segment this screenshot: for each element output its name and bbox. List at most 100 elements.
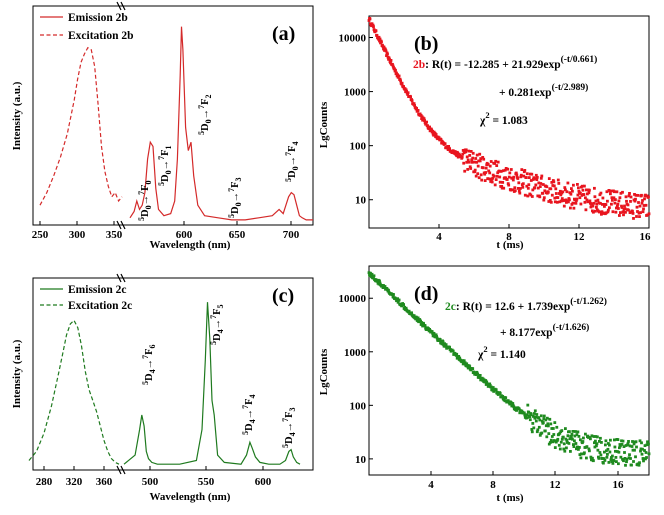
- decay-point: [516, 177, 520, 180]
- ann-base: D: [212, 333, 223, 341]
- decay-point: [593, 195, 597, 199]
- decay-point: [564, 188, 567, 192]
- legend-emission-2c-label: Emission 2c: [68, 284, 126, 296]
- decay-point: [382, 45, 386, 49]
- decay-point: [628, 453, 631, 457]
- decay-point: [646, 440, 649, 444]
- decay-point: [609, 458, 613, 462]
- panel-d-fit-equation-2: + 8.177exp(-t/1.626): [500, 322, 589, 339]
- decay-point: [455, 154, 459, 158]
- decay-point: [548, 441, 552, 444]
- decay-point: [425, 120, 428, 124]
- decay-point: [596, 198, 600, 202]
- decay-point: [550, 181, 554, 184]
- decay-point: [389, 59, 393, 62]
- decay-point: [639, 211, 642, 214]
- decay-point: [544, 418, 548, 422]
- decay-point: [629, 457, 632, 460]
- decay-point: [616, 202, 620, 206]
- decay-point: [576, 430, 580, 434]
- panel-b-fit-equation: 2b: R(t) = -12.285 + 21.929exp(-t/0.661): [413, 54, 597, 71]
- decay-point: [527, 411, 531, 414]
- ann-sub: 6: [148, 344, 157, 348]
- decay-point: [495, 174, 499, 178]
- decay-point: [568, 198, 571, 202]
- decay-point: [448, 346, 451, 349]
- decay-point: [453, 150, 457, 153]
- decay-point: [542, 196, 546, 200]
- decay-point: [370, 22, 374, 26]
- decay-point: [590, 434, 594, 438]
- decay-point: [618, 443, 622, 446]
- decay-point: [576, 193, 580, 197]
- decay-point: [572, 206, 576, 210]
- decay-point: [571, 201, 575, 205]
- decay-point: [537, 425, 541, 429]
- decay-point: [488, 171, 492, 175]
- decay-point: [609, 189, 613, 193]
- decay-point: [501, 395, 505, 398]
- decay-point: [497, 169, 501, 173]
- ann-f: F: [284, 411, 295, 417]
- decay-point: [553, 196, 557, 200]
- decay-point: [517, 407, 521, 411]
- decay-point: [437, 136, 441, 140]
- decay-point: [624, 195, 628, 199]
- decay-point: [599, 202, 602, 205]
- decay-point: [596, 435, 599, 439]
- annotation-5d4-7f3: 5D4→7F3: [281, 407, 297, 448]
- decay-point: [613, 445, 617, 449]
- panel-d-xtick-label: 16: [613, 479, 625, 491]
- ann-sub: 4: [288, 432, 297, 436]
- decay-point: [579, 202, 583, 206]
- decay-point: [547, 432, 551, 435]
- decay-point: [562, 204, 566, 208]
- decay-point: [420, 321, 423, 324]
- decay-point: [609, 438, 612, 442]
- decay-point: [554, 192, 558, 195]
- decay-point: [458, 356, 462, 360]
- decay-point: [507, 183, 511, 187]
- ann-arrow: →: [212, 319, 223, 330]
- decay-point: [439, 138, 443, 142]
- decay-point: [571, 189, 574, 193]
- decay-point: [638, 204, 642, 208]
- decay-point: [405, 89, 408, 93]
- decay-point: [493, 162, 497, 165]
- decay-point: [557, 192, 561, 195]
- decay-point: [476, 164, 480, 168]
- decay-point: [466, 158, 470, 162]
- decay-point: [517, 181, 521, 185]
- eq-exp2: (-t/2.989): [552, 82, 589, 93]
- decay-point: [603, 459, 607, 462]
- decay-point: [620, 206, 624, 209]
- decay-point: [392, 293, 395, 296]
- decay-point: [511, 178, 515, 182]
- decay-point: [473, 170, 477, 174]
- decay-point: [578, 446, 581, 449]
- decay-point: [430, 128, 433, 132]
- decay-point: [384, 49, 388, 53]
- decay-point: [574, 430, 577, 433]
- decay-point: [580, 452, 583, 456]
- decay-point: [599, 453, 603, 457]
- decay-point: [624, 444, 628, 447]
- decay-point: [630, 445, 634, 448]
- panel-a-xtick-label: 300: [69, 229, 86, 241]
- decay-point: [628, 444, 632, 448]
- decay-point: [564, 427, 567, 430]
- ann-sub: 0: [144, 205, 153, 209]
- decay-point: [410, 99, 414, 102]
- decay-point: [381, 43, 384, 47]
- decay-point: [530, 195, 534, 198]
- decay-point: [642, 459, 645, 463]
- decay-point: [528, 415, 532, 419]
- decay-point: [550, 435, 554, 438]
- decay-point: [487, 169, 491, 173]
- decay-point: [372, 274, 376, 278]
- panel-d-frame: [368, 265, 650, 476]
- ann-sub: 4: [148, 369, 157, 373]
- decay-point: [426, 124, 429, 128]
- decay-point: [540, 431, 544, 435]
- decay-point: [562, 199, 566, 202]
